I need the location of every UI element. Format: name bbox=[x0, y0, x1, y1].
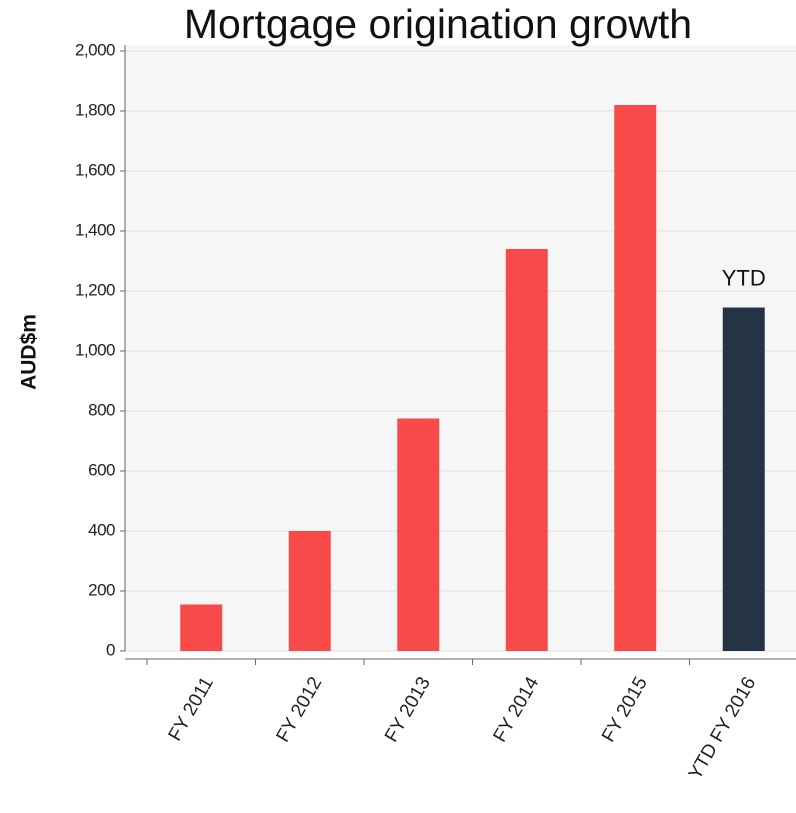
plot-background bbox=[125, 45, 796, 651]
chart-title: Mortgage origination growth bbox=[184, 1, 692, 47]
x-tick-label: FY 2011 bbox=[165, 674, 218, 745]
y-tick-label: 600 bbox=[88, 460, 115, 479]
y-tick-label: 1,400 bbox=[75, 220, 115, 239]
x-tick-label: YTD FY 2016 bbox=[685, 674, 761, 784]
bar bbox=[505, 249, 548, 651]
y-tick-label: 200 bbox=[88, 580, 115, 599]
annotation: YTD bbox=[722, 265, 766, 290]
y-tick-label: 0 bbox=[106, 640, 115, 659]
bar bbox=[180, 604, 223, 651]
x-tick-label: FY 2012 bbox=[272, 674, 326, 746]
y-tick-label: 1,000 bbox=[75, 340, 115, 359]
y-tick-label: 1,800 bbox=[75, 100, 115, 119]
x-tick-label: FY 2015 bbox=[598, 674, 652, 746]
bar bbox=[614, 105, 657, 651]
bar bbox=[722, 307, 765, 651]
bar bbox=[288, 531, 331, 651]
y-tick-label: 800 bbox=[88, 400, 115, 419]
y-tick-label: 400 bbox=[88, 520, 115, 539]
bar bbox=[397, 418, 440, 651]
y-tick-label: 1,200 bbox=[75, 280, 115, 299]
x-tick-label: FY 2014 bbox=[489, 673, 543, 746]
y-tick-label: 2,000 bbox=[75, 40, 115, 59]
y-axis-label: AUD$m bbox=[18, 314, 41, 390]
y-tick-label: 1,600 bbox=[75, 160, 115, 179]
x-tick-label: FY 2013 bbox=[381, 674, 435, 746]
